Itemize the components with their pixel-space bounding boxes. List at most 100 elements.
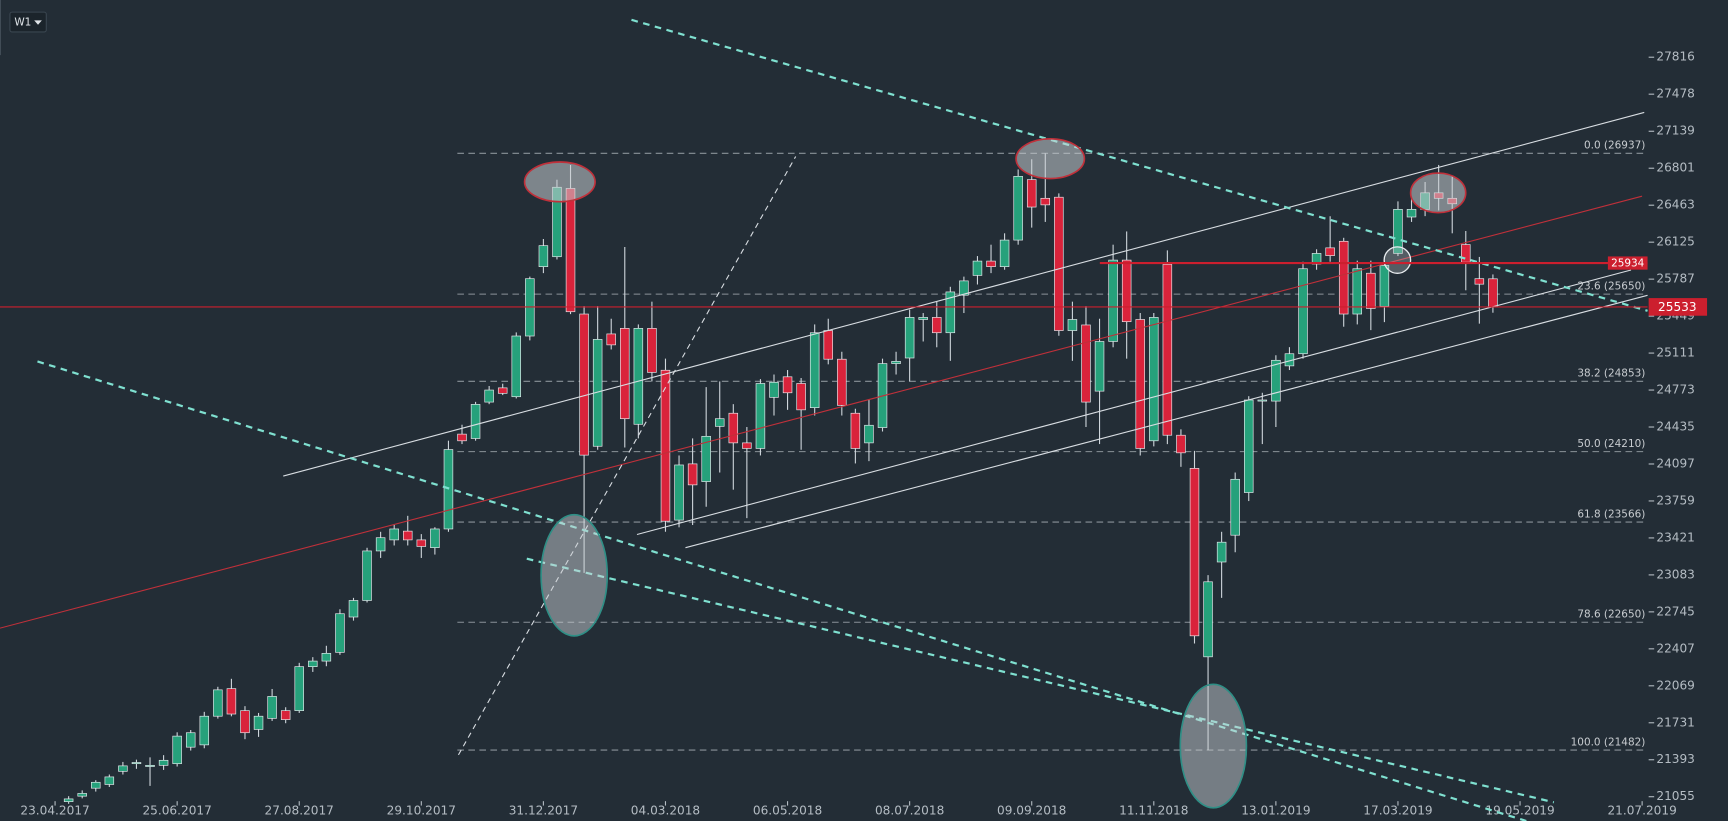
candle-body — [280, 710, 291, 720]
candle-body — [891, 361, 901, 364]
candle-body — [1257, 399, 1268, 402]
candle-body — [1067, 319, 1078, 331]
y-tick-label: 24773 — [1656, 383, 1695, 397]
candle-body — [850, 412, 861, 449]
trend-line — [526, 557, 1555, 804]
x-tick-label: 13.01.2019 — [1241, 804, 1310, 818]
candles — [63, 153, 1498, 804]
candle-body — [91, 781, 101, 789]
y-tick-label: 21393 — [1656, 752, 1695, 766]
candle-body — [1393, 209, 1403, 254]
price-label: 25934 — [1611, 258, 1645, 270]
candle-body — [104, 776, 115, 785]
x-tick-label: 29.10.2017 — [387, 804, 456, 818]
candle-body — [538, 245, 549, 267]
x-tick-label: 06.05.2018 — [753, 804, 822, 818]
y-tick-label: 23421 — [1656, 530, 1695, 544]
candle-body — [932, 317, 942, 334]
candle-body — [1338, 240, 1349, 315]
x-tick-label: 25.06.2017 — [142, 804, 211, 818]
candle-body — [687, 463, 698, 486]
price-label-box — [1648, 298, 1708, 316]
candle-body — [1108, 259, 1118, 342]
candle-body — [308, 660, 318, 667]
x-tick-label: 09.09.2018 — [997, 804, 1066, 818]
trend-line — [283, 111, 1645, 477]
candle-body — [1474, 278, 1485, 285]
candle-body — [565, 188, 576, 313]
x-tick-label: 21.07.2019 — [1607, 804, 1676, 818]
timeframe-box[interactable] — [9, 11, 47, 33]
y-tick-label: 27478 — [1656, 87, 1695, 101]
candle-body — [823, 330, 833, 360]
axes: 21055 21393 21731 22069 22407 22745 23083 23421… — [20, 50, 1694, 818]
candle-body — [1040, 197, 1051, 206]
candle-body — [335, 613, 345, 653]
candle-body — [999, 239, 1010, 267]
candle-body — [579, 313, 589, 456]
candle-body — [1461, 244, 1471, 263]
y-tick-label: 26125 — [1656, 235, 1695, 249]
trend-line — [457, 156, 797, 756]
candle-body — [1379, 265, 1390, 307]
fib-label: 0.0 (26937) — [1584, 140, 1645, 152]
candle-body — [1189, 468, 1200, 637]
candle-body — [1298, 268, 1308, 355]
timeframe-label[interactable]: W1 — [14, 17, 31, 29]
candle-body — [1094, 341, 1105, 392]
candle-body — [714, 418, 725, 427]
x-tick-label: 27.08.2017 — [265, 804, 334, 818]
candle-body — [470, 404, 481, 439]
x-tick-label: 04.03.2018 — [631, 804, 700, 818]
candle-body — [362, 550, 372, 601]
candle-body — [63, 798, 74, 802]
y-tick-label: 23759 — [1656, 493, 1695, 507]
candle-body — [904, 317, 915, 359]
candle-body — [511, 335, 522, 398]
timeframe-selector[interactable]: W1 — [9, 11, 47, 33]
x-tick-label: 19.05.2019 — [1485, 804, 1554, 818]
y-tick-label: 22745 — [1656, 604, 1695, 618]
candle-body — [1149, 317, 1159, 442]
candle-body — [172, 735, 182, 765]
candle-body — [809, 332, 820, 408]
candle-body — [348, 600, 359, 618]
candle-body — [118, 765, 128, 772]
candle-body — [1176, 434, 1186, 454]
candle-body — [1026, 179, 1037, 208]
x-tick-label: 17.03.2019 — [1363, 804, 1432, 818]
price-lines: 25934 25533 — [0, 256, 1708, 316]
candle-body — [145, 764, 155, 767]
candle-body — [633, 328, 644, 425]
candle-body — [986, 260, 996, 267]
candle-body — [457, 433, 467, 442]
candle-body — [742, 442, 752, 449]
candle-body — [864, 424, 874, 444]
y-tick-label: 27139 — [1656, 124, 1695, 138]
fib-label: 61.8 (23566) — [1577, 508, 1645, 520]
candle-body — [321, 652, 332, 662]
fib-label: 38.2 (24853) — [1577, 368, 1645, 380]
trend-line — [37, 360, 1527, 821]
trend-line — [636, 269, 1632, 536]
candle-body — [375, 537, 386, 552]
candle-body — [701, 435, 711, 482]
x-tick-label: 08.07.2018 — [875, 804, 944, 818]
candle-body — [769, 381, 779, 398]
fib-label: 50.0 (24210) — [1577, 438, 1645, 450]
candle-body — [253, 715, 264, 730]
candle-body — [389, 528, 399, 541]
x-tick-label: 11.11.2018 — [1119, 804, 1188, 818]
candle-body — [1013, 175, 1023, 241]
candle-body — [1325, 247, 1335, 256]
candle-body — [403, 530, 413, 541]
candle-body — [1366, 272, 1376, 309]
candle-body — [77, 793, 87, 797]
x-tick-label: 23.04.2017 — [20, 804, 89, 818]
candle-body — [416, 539, 427, 547]
dropdown-arrow[interactable] — [34, 20, 42, 25]
y-tick-label: 22069 — [1656, 678, 1695, 692]
candle-body — [185, 732, 196, 748]
y-tick-label: 23083 — [1656, 567, 1695, 581]
